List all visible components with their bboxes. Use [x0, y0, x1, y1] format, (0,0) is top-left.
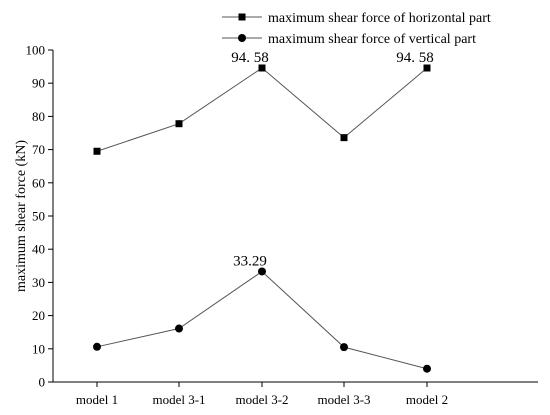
- x-tick-labels: model 1 model 3-1 model 3-2 model 3-3 model …: [76, 392, 448, 407]
- data-point-circle: [93, 342, 101, 351]
- data-point-circle: [340, 343, 348, 352]
- legend-marker-square: [238, 13, 246, 21]
- data-point-circle: [423, 364, 431, 373]
- y-tick-label: 50: [32, 209, 45, 224]
- data-point-square: [340, 134, 348, 142]
- data-point-circle: [175, 324, 183, 333]
- data-point-square: [258, 64, 266, 72]
- legend-marker-circle: [238, 34, 246, 42]
- y-tick-label: 20: [32, 308, 45, 323]
- y-tick-label: 10: [32, 341, 45, 356]
- y-tick-label: 70: [32, 142, 45, 157]
- series-line-0: [96, 67, 428, 152]
- data-label: 33.29: [233, 253, 267, 269]
- data-labels: 94. 58 94. 58 33.29: [231, 50, 434, 269]
- data-label: 94. 58: [231, 50, 269, 66]
- axes: [48, 49, 538, 387]
- y-tick-label: 60: [32, 175, 45, 190]
- series-lines: [96, 67, 428, 370]
- data-point-circle: [258, 267, 266, 276]
- x-tick-label: model 2: [406, 392, 448, 407]
- y-axis-label: maximum shear force (kN): [14, 140, 29, 292]
- data-point-square: [93, 147, 101, 155]
- legend: maximum shear force of horizontal part ma…: [222, 11, 491, 47]
- y-tick-label: 90: [32, 76, 45, 91]
- y-tick-label: 40: [32, 242, 45, 257]
- legend-label: maximum shear force of vertical part: [268, 32, 476, 47]
- legend-label: maximum shear force of horizontal part: [268, 11, 491, 26]
- x-tick-label: model 1: [76, 392, 118, 407]
- y-tick-label: 80: [32, 109, 45, 124]
- data-label: 94. 58: [396, 50, 434, 66]
- x-tick-label: model 3-2: [235, 392, 288, 407]
- y-tick-label: 100: [26, 43, 46, 58]
- y-tick-label: 30: [32, 275, 45, 290]
- series-line-1: [96, 270, 428, 370]
- series-markers: [93, 64, 431, 373]
- y-tick-labels: 0 10 20 30 40 50 60 70 80 90 100: [26, 43, 46, 390]
- data-point-square: [175, 120, 183, 128]
- data-point-square: [423, 64, 431, 72]
- x-tick-label: model 3-3: [317, 392, 370, 407]
- y-tick-label: 0: [39, 375, 46, 390]
- x-tick-label: model 3-1: [152, 392, 205, 407]
